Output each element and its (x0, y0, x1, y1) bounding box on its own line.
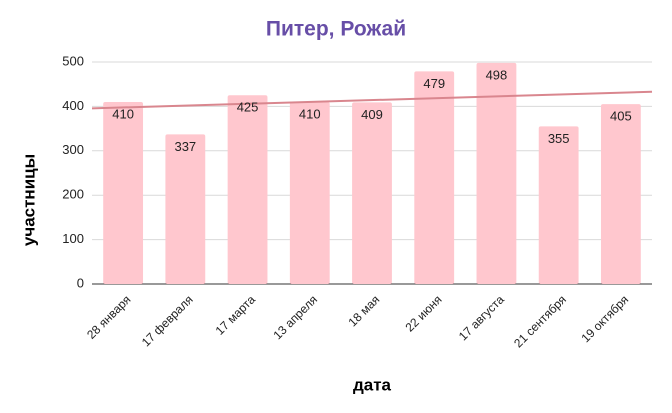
x-tick-label: 21 сентября (511, 292, 569, 350)
data-label: 337 (174, 139, 196, 154)
bar (476, 62, 517, 284)
data-label: 425 (237, 100, 259, 115)
x-tick-label: 22 июня (403, 292, 445, 334)
x-tick-label: 18 мая (346, 292, 383, 329)
bar (538, 126, 579, 284)
bar (103, 101, 144, 285)
x-tick-label: 19 октября (578, 292, 631, 345)
trendline (91, 90, 653, 110)
y-tick-label: 200 (62, 187, 84, 202)
x-axis-title: дата (353, 375, 392, 394)
data-label: 410 (299, 106, 321, 121)
x-tick-label: 17 февраля (139, 292, 196, 349)
bar (165, 134, 206, 284)
y-tick-label: 400 (62, 98, 84, 113)
data-label: 479 (423, 76, 445, 91)
bar (600, 104, 641, 285)
y-tick-label: 500 (62, 53, 84, 68)
data-label: 409 (361, 107, 383, 122)
y-tick-label: 100 (62, 231, 84, 246)
data-label: 355 (548, 131, 570, 146)
y-axis-title: участницы (19, 154, 38, 246)
bar (414, 71, 455, 284)
data-label: 405 (610, 109, 632, 124)
x-tick-label: 28 января (84, 292, 133, 341)
bar (227, 95, 268, 284)
data-label: 410 (112, 106, 134, 121)
bar (289, 101, 330, 285)
x-tick-label: 17 августа (456, 292, 507, 343)
x-tick-label: 13 апреля (270, 292, 320, 342)
y-tick-label: 300 (62, 142, 84, 157)
chart-title: Питер, Рожай (266, 18, 406, 41)
y-tick-label: 0 (77, 275, 84, 290)
x-tick-label: 17 марта (213, 292, 259, 338)
data-label: 498 (486, 67, 508, 82)
bar (352, 102, 392, 285)
